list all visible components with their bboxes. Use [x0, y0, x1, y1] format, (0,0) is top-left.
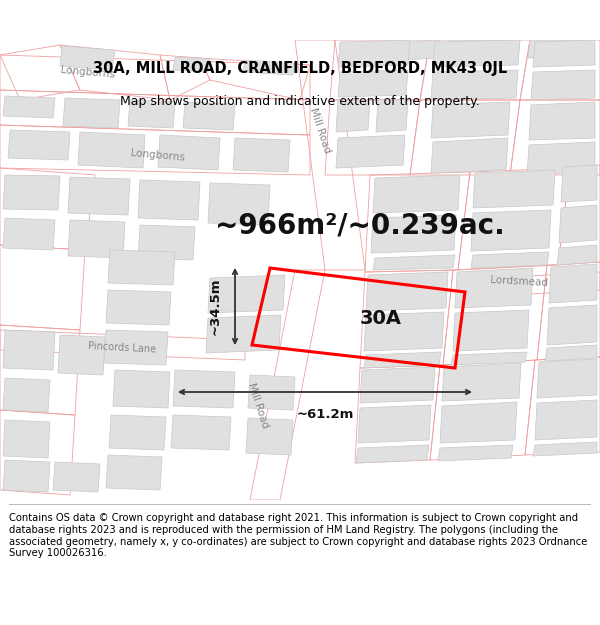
Polygon shape — [138, 225, 195, 260]
Polygon shape — [455, 268, 533, 308]
Polygon shape — [246, 418, 293, 455]
Polygon shape — [243, 60, 295, 75]
Text: Longborns: Longborns — [130, 148, 185, 162]
Polygon shape — [106, 290, 171, 325]
Text: ~966m²/~0.239ac.: ~966m²/~0.239ac. — [215, 211, 505, 239]
Text: Lordsmead: Lordsmead — [490, 276, 548, 289]
Polygon shape — [364, 352, 441, 368]
Text: 30A, MILL ROAD, CRANFIELD, BEDFORD, MK43 0JL: 30A, MILL ROAD, CRANFIELD, BEDFORD, MK43… — [93, 61, 507, 76]
Polygon shape — [533, 40, 595, 67]
Polygon shape — [433, 40, 520, 67]
Polygon shape — [360, 367, 435, 403]
Polygon shape — [233, 138, 290, 172]
Polygon shape — [529, 102, 595, 140]
Polygon shape — [68, 177, 130, 215]
Polygon shape — [373, 255, 455, 270]
Text: Mill Road: Mill Road — [308, 106, 332, 154]
Polygon shape — [336, 100, 370, 132]
Text: Contains OS data © Crown copyright and database right 2021. This information is : Contains OS data © Crown copyright and d… — [9, 513, 587, 558]
Polygon shape — [383, 40, 440, 61]
Polygon shape — [3, 420, 50, 458]
Polygon shape — [561, 165, 597, 202]
Polygon shape — [63, 98, 120, 128]
Polygon shape — [531, 70, 595, 100]
Polygon shape — [206, 315, 281, 353]
Polygon shape — [158, 135, 220, 170]
Polygon shape — [3, 378, 50, 412]
Polygon shape — [3, 330, 55, 370]
Polygon shape — [431, 70, 518, 100]
Polygon shape — [471, 210, 551, 251]
Text: 30A: 30A — [359, 309, 401, 328]
Polygon shape — [109, 415, 166, 450]
Polygon shape — [373, 175, 460, 213]
Polygon shape — [3, 460, 50, 492]
Polygon shape — [248, 375, 295, 410]
Polygon shape — [208, 275, 285, 313]
Text: Map shows position and indicative extent of the property.: Map shows position and indicative extent… — [120, 94, 480, 108]
Polygon shape — [451, 352, 527, 365]
Polygon shape — [549, 264, 597, 303]
Polygon shape — [366, 272, 448, 311]
Polygon shape — [106, 455, 162, 490]
Polygon shape — [173, 57, 210, 72]
Polygon shape — [183, 102, 235, 130]
Polygon shape — [440, 402, 517, 443]
Polygon shape — [336, 135, 405, 168]
Polygon shape — [442, 363, 521, 401]
Polygon shape — [431, 102, 510, 138]
Polygon shape — [171, 415, 231, 450]
Polygon shape — [371, 215, 456, 253]
Text: Longborns: Longborns — [60, 64, 115, 79]
Polygon shape — [138, 180, 200, 220]
Polygon shape — [58, 335, 105, 375]
Polygon shape — [528, 40, 580, 58]
Polygon shape — [358, 405, 431, 443]
Polygon shape — [60, 46, 115, 70]
Text: Pincords Lane: Pincords Lane — [88, 341, 157, 355]
Polygon shape — [547, 305, 597, 345]
Polygon shape — [3, 175, 60, 210]
Text: ~34.5m: ~34.5m — [209, 278, 222, 335]
Polygon shape — [356, 445, 429, 463]
Polygon shape — [3, 96, 55, 118]
Text: Mill Road: Mill Road — [246, 381, 270, 429]
Polygon shape — [104, 330, 168, 365]
Polygon shape — [338, 40, 410, 67]
Polygon shape — [208, 183, 270, 225]
Polygon shape — [128, 100, 175, 128]
Polygon shape — [527, 142, 595, 175]
Polygon shape — [113, 370, 170, 408]
Polygon shape — [8, 130, 70, 160]
Polygon shape — [535, 400, 597, 440]
Polygon shape — [448, 40, 520, 60]
Polygon shape — [68, 220, 125, 258]
Polygon shape — [471, 252, 549, 268]
Polygon shape — [364, 312, 444, 351]
Polygon shape — [53, 462, 100, 492]
Polygon shape — [108, 250, 175, 285]
Polygon shape — [559, 205, 597, 243]
Polygon shape — [557, 245, 597, 265]
Polygon shape — [438, 445, 513, 461]
Polygon shape — [545, 345, 597, 361]
Polygon shape — [537, 359, 597, 398]
Polygon shape — [78, 132, 145, 168]
Text: ~61.2m: ~61.2m — [296, 408, 353, 421]
Polygon shape — [533, 442, 597, 456]
Polygon shape — [453, 310, 529, 351]
Polygon shape — [3, 218, 55, 250]
Polygon shape — [338, 70, 408, 97]
Polygon shape — [431, 138, 508, 173]
Polygon shape — [173, 370, 235, 408]
Polygon shape — [473, 170, 555, 208]
Polygon shape — [376, 100, 408, 132]
